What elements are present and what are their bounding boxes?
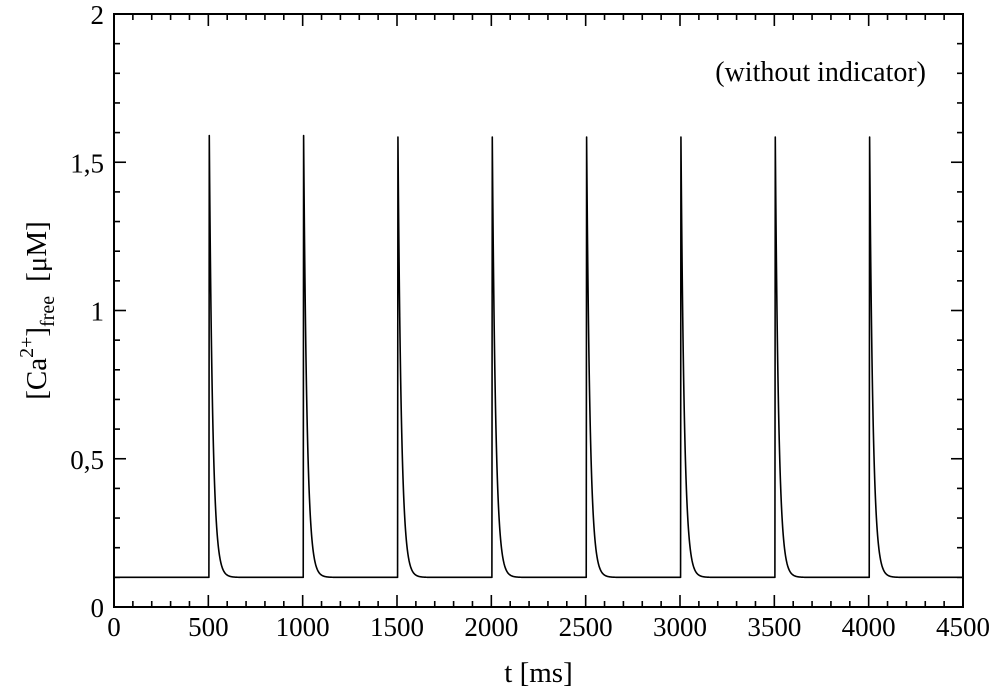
- y-tick-label: 2: [91, 0, 105, 30]
- x-tick-label: 2000: [464, 612, 518, 642]
- calcium-trace-line: [114, 134, 964, 579]
- y-axis-title-sup: 2+: [16, 337, 38, 358]
- x-tick-label: 2500: [559, 612, 613, 642]
- y-tick-labels: 0 0,5 1 1,5 2: [70, 0, 104, 623]
- y-tick-label: 1: [91, 297, 105, 327]
- y-axis-title-prefix: [Ca: [21, 358, 53, 400]
- x-tick-label: 4000: [842, 612, 896, 642]
- y-axis-title-sub: free: [37, 296, 59, 327]
- y-axis-title: [Ca2+]free [μM]: [16, 221, 59, 400]
- x-tick-label: 3000: [653, 612, 707, 642]
- axis-ticks: [113, 13, 964, 608]
- x-tick-label: 3500: [747, 612, 801, 642]
- x-tick-labels: 0 500 1000 1500 2000 2500 3000 3500 4000 4500: [107, 612, 990, 642]
- x-tick-label: 1500: [370, 612, 424, 642]
- x-tick-label: 0: [107, 612, 121, 642]
- x-tick-label: 1000: [276, 612, 330, 642]
- chart-annotation: (without indicator): [715, 57, 926, 88]
- x-axis-title: t [ms]: [504, 657, 572, 689]
- plot-frame: [113, 13, 964, 608]
- y-tick-label: 0: [91, 593, 105, 623]
- x-tick-label: 500: [188, 612, 229, 642]
- x-tick-label: 4500: [936, 612, 990, 642]
- y-axis-title-unit: [μM]: [21, 221, 53, 282]
- y-tick-label: 0,5: [70, 445, 104, 475]
- y-tick-label: 1,5: [70, 148, 104, 178]
- y-axis-title-close: ]: [21, 327, 53, 337]
